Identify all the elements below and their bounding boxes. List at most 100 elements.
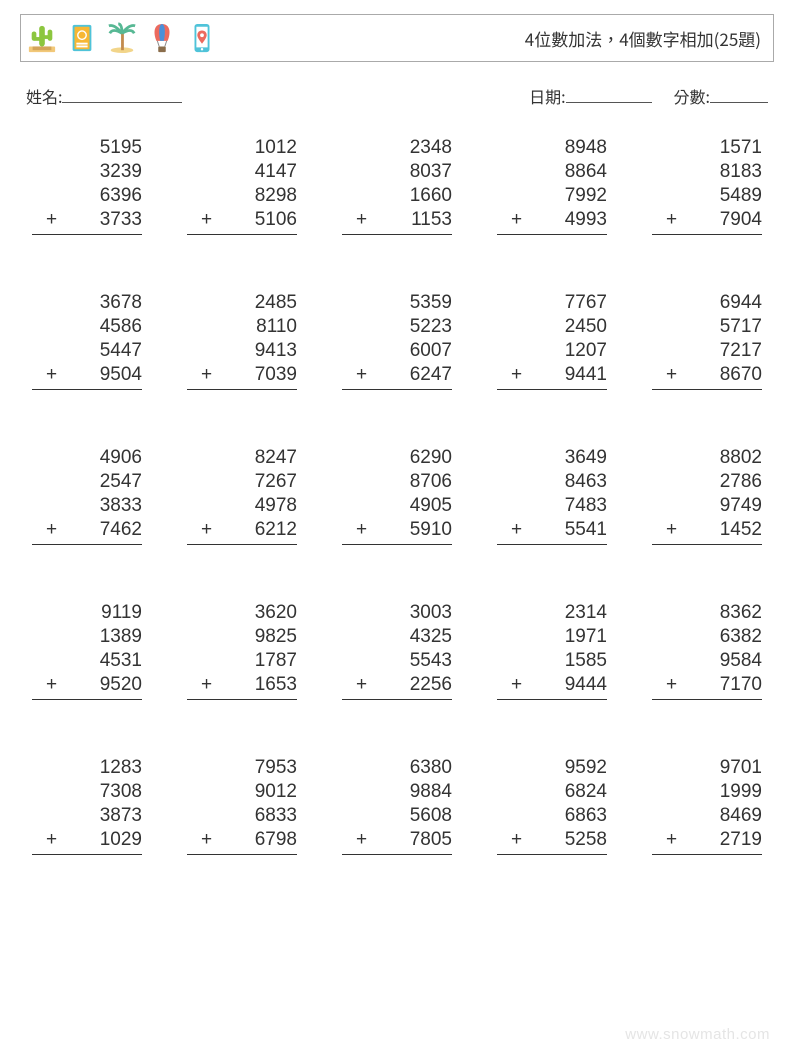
- problem-addend: 8706: [342, 470, 452, 494]
- addition-problem: 694457177217+8670: [652, 291, 762, 390]
- problem-addend: 1571: [652, 136, 762, 160]
- problem-addend: 8110: [187, 315, 297, 339]
- problem-addend-last: +5910: [342, 518, 452, 545]
- addition-problem: 300343255543+2256: [342, 601, 452, 700]
- addition-problem: 128373083873+1029: [32, 756, 142, 855]
- addition-problem: 101241478298+5106: [187, 136, 297, 235]
- balloon-icon: [147, 22, 177, 54]
- problem-addend: 6824: [497, 780, 607, 804]
- plus-sign: +: [666, 363, 677, 387]
- problem-addend: 6290: [342, 446, 452, 470]
- problem-addend: 6007: [342, 339, 452, 363]
- plus-sign: +: [46, 673, 57, 697]
- problem-addend: 9584: [652, 649, 762, 673]
- problem-addend: 8948: [497, 136, 607, 160]
- problem-addend: 6944: [652, 291, 762, 315]
- problem-addend: 9884: [342, 780, 452, 804]
- addition-problem: 836263829584+7170: [652, 601, 762, 700]
- worksheet-page: 4位數加法，4個數字相加(25題) 姓名: 日期: 分數: 5195323963…: [0, 0, 794, 1053]
- problem-addend: 5223: [342, 315, 452, 339]
- plus-sign: +: [511, 208, 522, 232]
- problems-grid: 519532396396+3733101241478298+5106234880…: [20, 136, 774, 855]
- problem-addend-last: +3733: [32, 208, 142, 235]
- plus-sign: +: [511, 518, 522, 542]
- name-blank[interactable]: [62, 84, 182, 103]
- problem-addend: 9413: [187, 339, 297, 363]
- problem-addend-last: +9441: [497, 363, 607, 390]
- problem-addend: 7217: [652, 339, 762, 363]
- problem-addend: 3649: [497, 446, 607, 470]
- problem-addend: 4325: [342, 625, 452, 649]
- addition-problem: 776724501207+9441: [497, 291, 607, 390]
- problem-addend: 6380: [342, 756, 452, 780]
- addition-problem: 795390126833+6798: [187, 756, 297, 855]
- problem-addend: 5543: [342, 649, 452, 673]
- plus-sign: +: [201, 518, 212, 542]
- problem-addend: 6863: [497, 804, 607, 828]
- worksheet-title: 4位數加法，4個數字相加(25題): [525, 26, 761, 51]
- problem-addend: 4978: [187, 494, 297, 518]
- problem-addend: 1660: [342, 184, 452, 208]
- plus-sign: +: [46, 363, 57, 387]
- plus-sign: +: [666, 208, 677, 232]
- plus-sign: +: [511, 673, 522, 697]
- problem-addend-last: +9520: [32, 673, 142, 700]
- problem-addend: 9012: [187, 780, 297, 804]
- problem-addend-last: +7904: [652, 208, 762, 235]
- problem-addend-last: +1452: [652, 518, 762, 545]
- addition-problem: 629087064905+5910: [342, 446, 452, 545]
- problem-addend: 7767: [497, 291, 607, 315]
- problem-addend: 8247: [187, 446, 297, 470]
- plus-sign: +: [201, 828, 212, 852]
- problem-addend-last: +1029: [32, 828, 142, 855]
- addition-problem: 638098845608+7805: [342, 756, 452, 855]
- problem-addend: 8362: [652, 601, 762, 625]
- problem-addend: 7267: [187, 470, 297, 494]
- score-blank[interactable]: [710, 84, 768, 103]
- passport-icon: [67, 22, 97, 54]
- plus-sign: +: [356, 363, 367, 387]
- problem-addend-last: +1653: [187, 673, 297, 700]
- problem-addend: 1389: [32, 625, 142, 649]
- problem-addend-last: +2256: [342, 673, 452, 700]
- meta-row: 姓名: 日期: 分數:: [26, 84, 768, 108]
- problem-addend: 8037: [342, 160, 452, 184]
- problem-addend: 1999: [652, 780, 762, 804]
- problem-row: 911913894531+9520362098251787+1653300343…: [32, 601, 762, 700]
- addition-problem: 490625473833+7462: [32, 446, 142, 545]
- problem-addend: 2314: [497, 601, 607, 625]
- addition-problem: 959268246863+5258: [497, 756, 607, 855]
- problem-row: 519532396396+3733101241478298+5106234880…: [32, 136, 762, 235]
- problem-addend: 5489: [652, 184, 762, 208]
- problem-addend: 3239: [32, 160, 142, 184]
- problem-addend: 9592: [497, 756, 607, 780]
- addition-problem: 234880371660+1153: [342, 136, 452, 235]
- addition-problem: 824772674978+6212: [187, 446, 297, 545]
- problem-addend: 2450: [497, 315, 607, 339]
- problem-addend: 5717: [652, 315, 762, 339]
- plus-sign: +: [201, 208, 212, 232]
- problem-addend: 7308: [32, 780, 142, 804]
- problem-addend-last: +6798: [187, 828, 297, 855]
- plus-sign: +: [46, 208, 57, 232]
- problem-addend: 9701: [652, 756, 762, 780]
- addition-problem: 362098251787+1653: [187, 601, 297, 700]
- plus-sign: +: [356, 673, 367, 697]
- problem-addend: 5447: [32, 339, 142, 363]
- problem-addend: 1283: [32, 756, 142, 780]
- date-blank[interactable]: [566, 84, 652, 103]
- header-icons: [27, 22, 217, 54]
- problem-addend: 2348: [342, 136, 452, 160]
- addition-problem: 535952236007+6247: [342, 291, 452, 390]
- problem-addend-last: +1153: [342, 208, 452, 235]
- problem-addend: 2786: [652, 470, 762, 494]
- problem-addend-last: +7039: [187, 363, 297, 390]
- problem-addend: 1971: [497, 625, 607, 649]
- addition-problem: 248581109413+7039: [187, 291, 297, 390]
- problem-addend: 6833: [187, 804, 297, 828]
- problem-addend: 3678: [32, 291, 142, 315]
- addition-problem: 970119998469+2719: [652, 756, 762, 855]
- problem-addend: 4586: [32, 315, 142, 339]
- score-label: 分數:: [674, 84, 710, 108]
- problem-addend: 6382: [652, 625, 762, 649]
